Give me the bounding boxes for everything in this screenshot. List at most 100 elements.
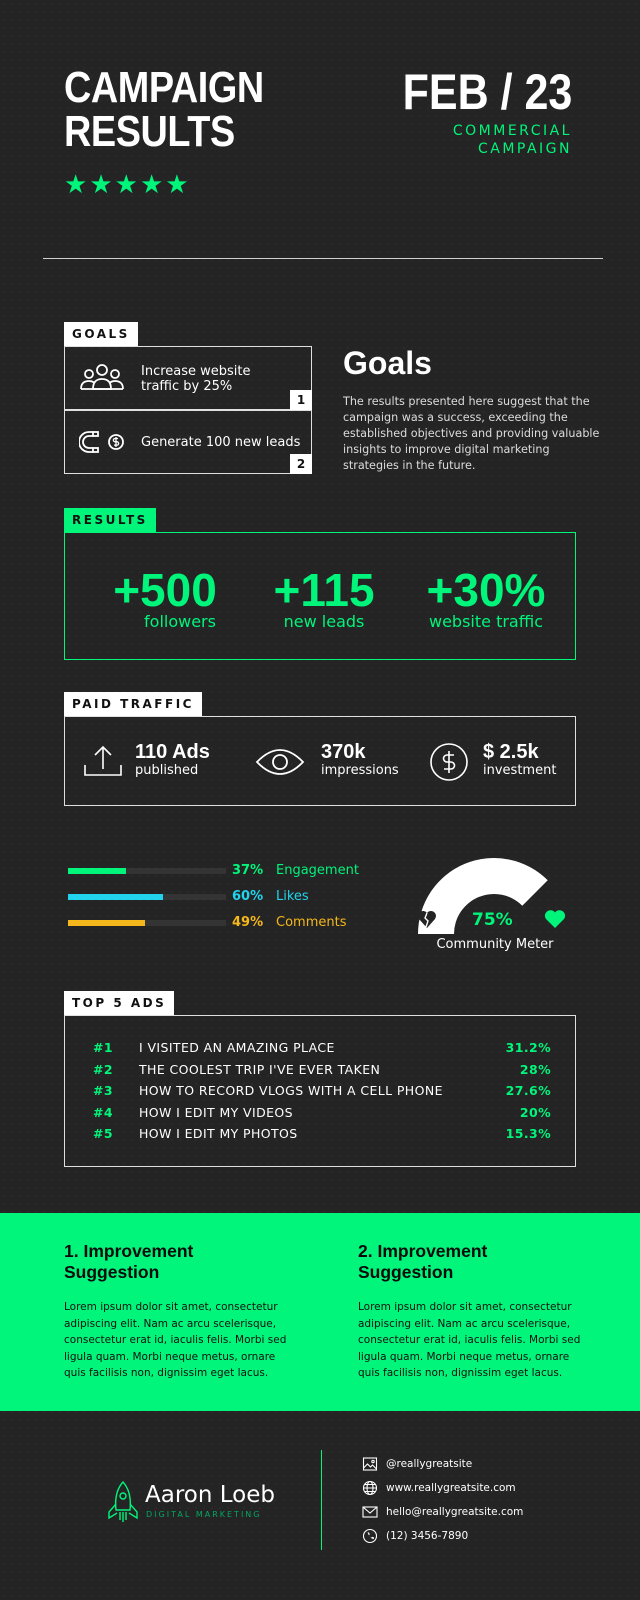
ad-rank: #4 — [93, 1104, 113, 1120]
result-leads: +115 new leads — [249, 567, 399, 631]
image-icon — [362, 1457, 378, 1471]
result-value: +30% — [426, 564, 546, 616]
broken-heart-icon — [418, 911, 436, 928]
subtitle-line-2: CAMPAIGN — [477, 141, 572, 157]
ad-percent: 20% — [519, 1104, 551, 1120]
ad-title: HOW TO RECORD VLOGS WITH A CELL PHONE — [139, 1083, 443, 1099]
ad-percent: 28% — [519, 1061, 551, 1077]
goal-text-2: Generate 100 new leads — [141, 435, 301, 450]
contact-text: www.reallygreatsite.com — [386, 1482, 516, 1494]
goal-number-2: 2 — [290, 454, 312, 474]
engagement-bar — [68, 868, 226, 874]
improvement-2-title-line-1: 2. Improvement — [358, 1241, 488, 1261]
magnet-icon — [79, 431, 124, 453]
goal-card-1: Increase website traffic by 25% 1 — [64, 346, 312, 410]
contact-text: @reallygreatsite — [386, 1458, 473, 1470]
contact-text: hello@reallygreatsite.com — [386, 1506, 524, 1518]
result-traffic: +30% website traffic — [401, 567, 571, 631]
goal-1-line-2: traffic by 25% — [141, 379, 233, 394]
improvement-2-title-line-2: Suggestion — [358, 1262, 454, 1282]
contact-social[interactable]: @reallygreatsite — [362, 1456, 472, 1472]
ad-percent: 15.3% — [505, 1126, 551, 1142]
paid-label: published — [135, 763, 199, 778]
footer-divider — [321, 1450, 322, 1550]
comments-bar-fill — [68, 920, 146, 926]
likes-bar-fill — [68, 894, 163, 900]
engagement-percent: 37% — [232, 863, 264, 878]
improvement-2-title: 2. Improvement Suggestion — [358, 1241, 588, 1283]
paid-item-investment: $ 2.5k investment — [483, 741, 556, 779]
title-line-2: RESULTS — [64, 107, 235, 156]
goal-card-2: Generate 100 new leads 2 — [64, 410, 312, 474]
ad-title: I VISITED AN AMAZING PLACE — [139, 1040, 335, 1056]
likes-percent: 60% — [232, 889, 264, 904]
improvement-1-title-line-1: 1. Improvement — [64, 1241, 194, 1261]
contact-email[interactable]: hello@reallygreatsite.com — [362, 1504, 523, 1520]
mail-icon — [362, 1506, 378, 1518]
star-icon: ★ — [139, 170, 164, 200]
ad-percent: 31.2% — [505, 1040, 551, 1056]
ad-percent: 27.6% — [505, 1083, 551, 1099]
paid-label: investment — [483, 763, 557, 778]
improvement-1-title-line-2: Suggestion — [64, 1262, 160, 1282]
paid-item-ads: 110 Ads published — [135, 741, 210, 779]
goal-text-1: Increase website traffic by 25% — [141, 364, 251, 394]
engagement-bar-fill — [68, 868, 127, 874]
likes-bar — [68, 894, 226, 900]
comments-label: Comments — [276, 915, 347, 930]
meter-arc — [418, 858, 548, 934]
improvement-2-body: Lorem ipsum dolor sit amet, consectetur … — [358, 1301, 581, 1379]
people-icon — [80, 364, 124, 390]
table-row: #4 HOW I EDIT MY VIDEOS 20% — [93, 1102, 551, 1124]
ad-rank: #1 — [93, 1040, 113, 1056]
paid-item-impressions: 370k impressions — [321, 741, 399, 779]
goals-tag: GOALS — [64, 322, 138, 346]
goals-description: The results presented here suggest that … — [343, 395, 600, 472]
contact-phone[interactable]: (12) 3456-7890 — [362, 1528, 468, 1544]
ad-title: THE COOLEST TRIP I'VE EVER TAKEN — [139, 1061, 381, 1077]
eye-icon — [255, 749, 305, 775]
dollar-icon — [430, 743, 468, 781]
paid-value: 110 Ads — [135, 741, 210, 763]
engagement-label: Engagement — [276, 863, 359, 878]
campaign-subtitle: COMMERCIAL CAMPAIGN — [352, 122, 572, 158]
result-label: website traffic — [429, 612, 543, 631]
goals-heading: Goals — [343, 345, 432, 381]
ad-rank: #2 — [93, 1061, 113, 1077]
ad-title: HOW I EDIT MY PHOTOS — [139, 1126, 298, 1142]
improvement-1-title: 1. Improvement Suggestion — [64, 1241, 294, 1283]
improvements-band: 1. Improvement Suggestion Lorem ipsum do… — [0, 1213, 640, 1411]
ad-title: HOW I EDIT MY VIDEOS — [139, 1104, 293, 1120]
result-value: +115 — [273, 564, 375, 616]
community-meter-gauge — [418, 858, 566, 934]
comments-bar — [68, 920, 226, 926]
result-followers: +500 followers — [85, 567, 245, 631]
results-panel: +500 followers +115 new leads +30% websi… — [64, 532, 576, 660]
top-ads-tag: TOP 5 ADS — [64, 991, 175, 1015]
table-row: #2 THE COOLEST TRIP I'VE EVER TAKEN 28% — [93, 1059, 551, 1081]
contact-text: (12) 3456-7890 — [386, 1530, 469, 1542]
goal-1-line-1: Increase website — [141, 364, 251, 379]
globe-icon — [362, 1480, 378, 1496]
star-icon: ★ — [64, 170, 88, 200]
rating-stars: ★ ★ ★ ★ ★ — [64, 172, 189, 198]
result-label: new leads — [283, 612, 365, 631]
result-label: followers — [144, 612, 216, 631]
improvement-1-body: Lorem ipsum dolor sit amet, consectetur … — [64, 1301, 287, 1379]
table-row: #5 HOW I EDIT MY PHOTOS 15.3% — [93, 1123, 551, 1145]
table-row: #3 HOW TO RECORD VLOGS WITH A CELL PHONE… — [93, 1080, 551, 1102]
paid-value: 370k — [321, 741, 366, 763]
brand-name: Aaron Loeb — [145, 1482, 275, 1508]
table-row: #1 I VISITED AN AMAZING PLACE 31.2% — [93, 1037, 551, 1059]
ad-rank: #3 — [93, 1083, 113, 1099]
campaign-date: FEB / 23 — [402, 64, 572, 120]
meter-label: Community Meter — [436, 937, 554, 952]
paid-value: $ 2.5k — [483, 741, 539, 763]
likes-label: Likes — [276, 889, 309, 904]
subtitle-line-1: COMMERCIAL — [452, 123, 572, 139]
star-icon: ★ — [89, 170, 113, 200]
brand-subtitle: DIGITAL MARKETING — [146, 1510, 262, 1519]
contact-website[interactable]: www.reallygreatsite.com — [362, 1480, 516, 1496]
star-icon: ★ — [114, 170, 138, 200]
star-icon: ★ — [165, 170, 189, 200]
